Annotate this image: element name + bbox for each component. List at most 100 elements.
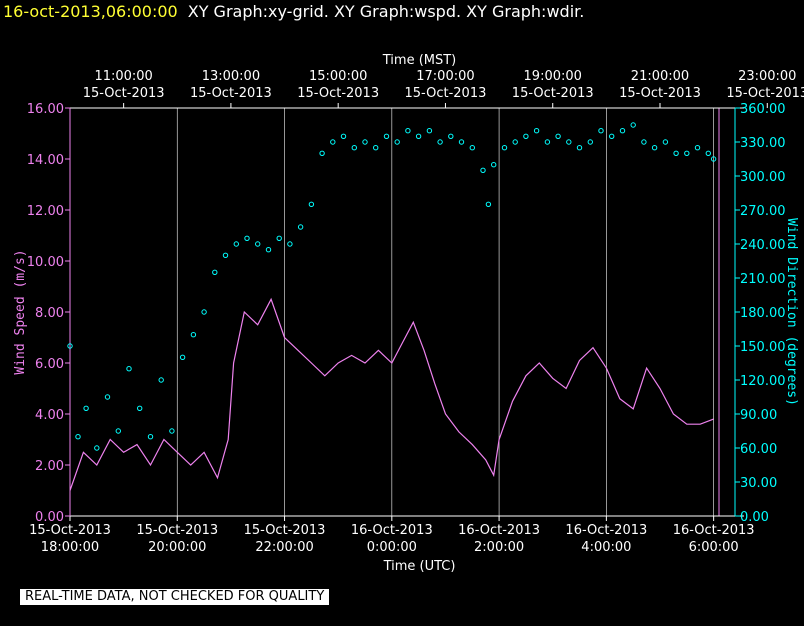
- x-tick-label-date: 16-Oct-2013: [673, 523, 755, 538]
- wdir-point: [383, 133, 390, 140]
- wdir-point: [609, 133, 615, 140]
- quality-notice: REAL-TIME DATA, NOT CHECKED FOR QUALITY: [20, 589, 330, 605]
- wdir-point: [576, 145, 583, 151]
- header-timestamp: 16-oct-2013,06:00:00: [3, 2, 178, 21]
- x-top-tick-label-time: 15:00:00: [309, 69, 367, 84]
- x-tick-label-time: 6:00:00: [689, 540, 739, 555]
- wdir-point: [212, 269, 218, 275]
- x-tick-label-time: 4:00:00: [581, 540, 631, 555]
- y-left-tick-label: 8.00: [35, 306, 64, 321]
- y-left-axis-title: Wind Speed (m/s): [13, 249, 28, 374]
- wdir-point: [630, 122, 636, 128]
- wdir-point: [673, 150, 679, 157]
- wdir-point: [469, 145, 475, 151]
- wdir-point: [190, 332, 197, 338]
- wdir-point: [297, 224, 304, 230]
- x-top-tick-label-date: 15-Oct-2013: [512, 86, 594, 101]
- y-left-tick-label: 12.00: [27, 204, 64, 219]
- y-right-tick-label: 180.00: [740, 306, 786, 321]
- y-right-tick-label: 300.00: [740, 170, 786, 185]
- wdir-point: [555, 133, 561, 140]
- x-top-tick-label-date: 15-Oct-2013: [297, 86, 379, 101]
- x-top-tick-label-date: 15-Oct-2013: [726, 86, 804, 101]
- wdir-point: [104, 394, 111, 400]
- wdir-point: [448, 133, 454, 140]
- wdir-point: [137, 405, 143, 411]
- x-top-tick-label-time: 21:00:00: [631, 69, 689, 84]
- wdir-point: [566, 139, 572, 145]
- wdir-point: [544, 139, 551, 145]
- wdir-point: [587, 139, 593, 145]
- wdir-point: [437, 139, 443, 145]
- y-right-tick-label: 0.00: [740, 510, 769, 525]
- y-right-tick-label: 240.00: [740, 238, 786, 253]
- y-right-tick-label: 210.00: [740, 272, 786, 287]
- y-left-tick-label: 10.00: [27, 255, 64, 270]
- x-top-tick-label-date: 15-Oct-2013: [405, 86, 487, 101]
- x-tick-label-time: 2:00:00: [474, 540, 524, 555]
- y-left-tick-label: 14.00: [27, 153, 64, 168]
- wdir-point: [75, 434, 81, 440]
- x-top-tick-label-date: 15-Oct-2013: [619, 86, 701, 101]
- wdir-point: [426, 128, 433, 134]
- wdir-point: [115, 428, 122, 434]
- header-graph-list: XY Graph:xy-grid. XY Graph:wspd. XY Grap…: [187, 2, 585, 21]
- y-right-tick-label: 120.00: [740, 374, 786, 389]
- x-top-tick-label-time: 11:00:00: [94, 69, 152, 84]
- wdir-point: [705, 150, 711, 157]
- wdir-point: [373, 145, 379, 151]
- wdir-point: [394, 139, 400, 145]
- x-tick-label-date: 16-Oct-2013: [351, 523, 433, 538]
- y-right-tick-label: 330.00: [740, 136, 786, 151]
- wdir-point: [491, 162, 497, 168]
- wdir-point: [265, 247, 272, 253]
- wdir-point: [662, 139, 669, 145]
- x-tick-label-time: 22:00:00: [255, 540, 313, 555]
- wdir-point: [147, 434, 154, 440]
- y-left-tick-label: 4.00: [35, 408, 64, 423]
- y-left-tick-label: 0.00: [35, 510, 64, 525]
- wdir-point: [523, 133, 529, 140]
- wdir-point: [244, 235, 250, 242]
- wdir-point: [362, 139, 368, 145]
- wdir-point: [233, 241, 240, 247]
- wdir-point: [126, 366, 132, 372]
- wdir-point: [179, 354, 186, 360]
- plot-frame: [69, 107, 720, 517]
- wdir-point: [533, 128, 540, 134]
- y-right-tick-label: 60.00: [740, 442, 777, 457]
- y-right-tick-label: 90.00: [740, 408, 777, 423]
- x-top-tick-label-time: 19:00:00: [524, 69, 582, 84]
- x-tick-label-time: 18:00:00: [41, 540, 99, 555]
- wdir-point: [641, 139, 647, 145]
- y-right-tick-label: 360.00: [740, 102, 786, 117]
- wdir-point: [158, 377, 164, 383]
- x-top-tick-label-time: 13:00:00: [202, 69, 260, 84]
- wdir-point: [94, 445, 100, 451]
- x-top-axis-title: Time (MST): [382, 53, 457, 68]
- chart-header: 16-oct-2013,06:00:00 XY Graph:xy-grid. XY…: [3, 2, 584, 21]
- y-right-tick-label: 270.00: [740, 204, 786, 219]
- wdir-point: [598, 128, 604, 134]
- wdir-point: [458, 139, 465, 145]
- wdir-point: [351, 145, 357, 151]
- x-tick-label-date: 16-Oct-2013: [458, 523, 540, 538]
- y-right-tick-label: 150.00: [740, 340, 786, 355]
- wdir-point: [83, 405, 89, 411]
- x-tick-label-date: 16-Oct-2013: [565, 523, 647, 538]
- wspd-series-line: [69, 297, 714, 491]
- x-tick-label-date: 15-Oct-2013: [136, 523, 218, 538]
- x-top-tick-label-date: 15-Oct-2013: [190, 86, 272, 101]
- wdir-point: [340, 133, 347, 140]
- x-tick-label-date: 15-Oct-2013: [29, 523, 111, 538]
- wdir-point: [330, 139, 336, 145]
- y-left-tick-label: 16.00: [27, 102, 64, 117]
- x-top-tick-label-time: 23:00:00: [738, 69, 796, 84]
- wdir-point: [276, 235, 282, 242]
- wdir-point: [287, 241, 293, 247]
- wdir-point: [694, 145, 701, 151]
- y-left-tick-label: 6.00: [35, 357, 64, 372]
- wdir-point: [710, 156, 717, 162]
- wdir-point: [684, 150, 690, 157]
